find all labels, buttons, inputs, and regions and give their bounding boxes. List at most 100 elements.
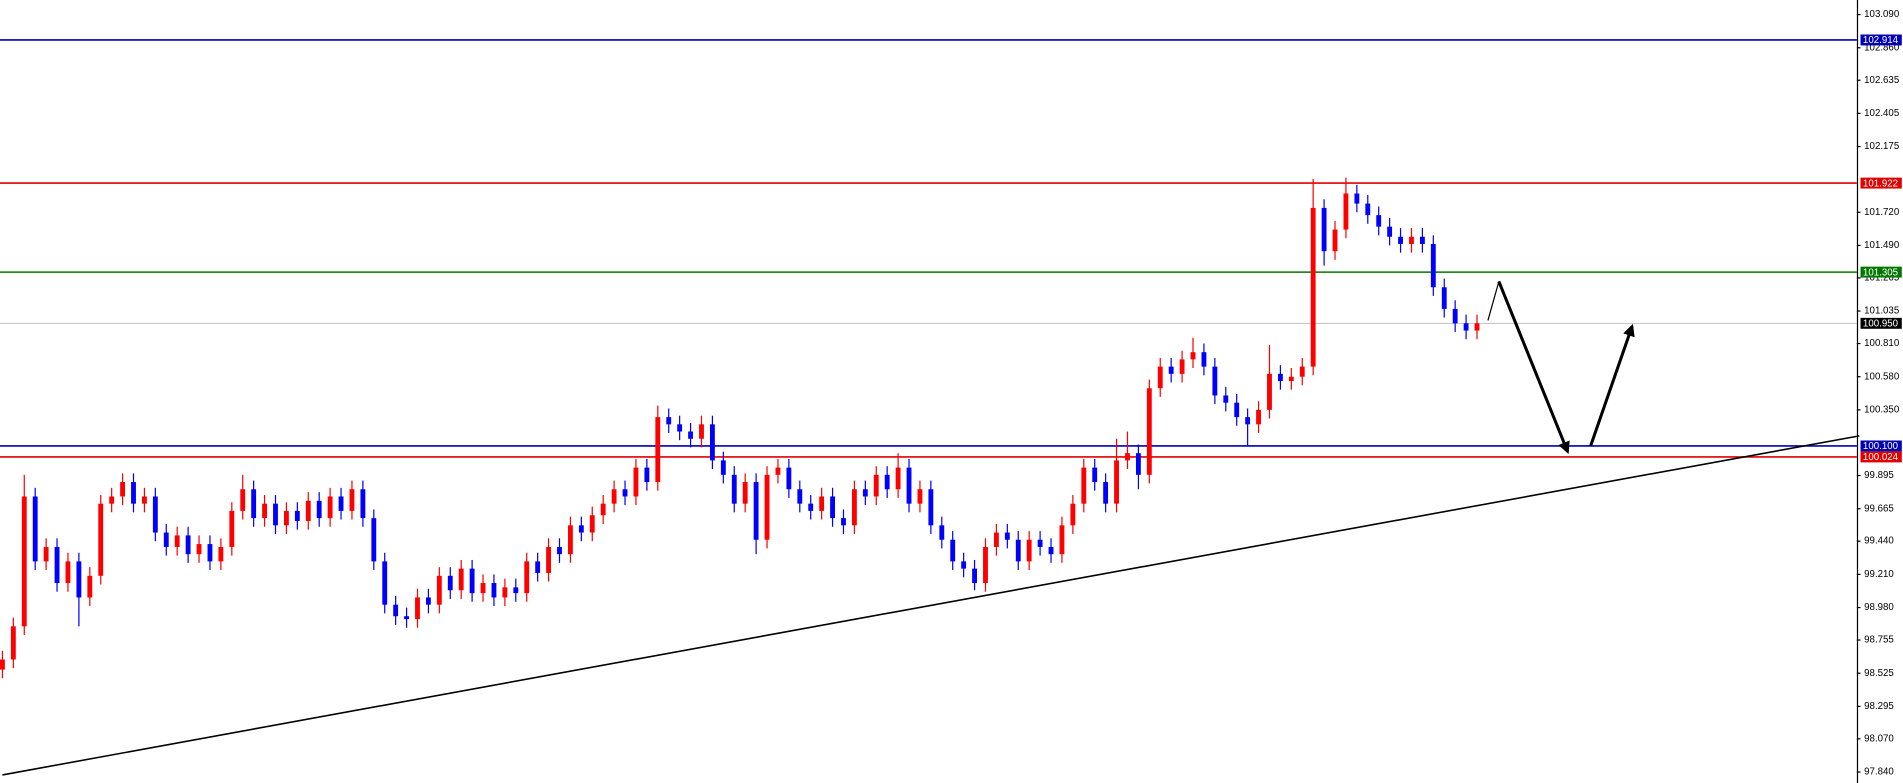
candle-body bbox=[873, 474, 879, 497]
candle-body bbox=[1059, 525, 1065, 555]
y-tick-label: 98.755 bbox=[1864, 635, 1894, 646]
forecast-arrow bbox=[1589, 323, 1635, 447]
candle-body bbox=[131, 482, 136, 504]
candle-body bbox=[884, 474, 890, 490]
candle-body bbox=[1146, 388, 1152, 475]
candle-body bbox=[447, 575, 453, 591]
candle-body bbox=[1135, 453, 1141, 475]
candle-body bbox=[1048, 546, 1054, 555]
candle-body bbox=[1452, 308, 1458, 324]
candle-body bbox=[76, 561, 82, 598]
candle-body bbox=[546, 546, 551, 573]
trendline bbox=[2, 435, 1860, 776]
candle-body bbox=[830, 496, 835, 519]
candle-body bbox=[1114, 460, 1119, 504]
candle-body bbox=[841, 518, 846, 526]
candle-body bbox=[32, 496, 38, 562]
candle-body bbox=[1168, 366, 1174, 374]
candle-body bbox=[371, 518, 377, 562]
level-label: 101.922 bbox=[1863, 178, 1898, 189]
candle-body bbox=[1015, 539, 1021, 562]
y-tick-label: 101.265 bbox=[1864, 272, 1899, 283]
candle-body bbox=[720, 460, 726, 475]
level-label: 100.024 bbox=[1863, 452, 1899, 463]
y-tick-label: 99.895 bbox=[1864, 470, 1894, 481]
y-tick-label: 101.490 bbox=[1864, 240, 1900, 251]
candle-body bbox=[1179, 359, 1185, 374]
candle-body bbox=[251, 489, 257, 519]
candle-body bbox=[21, 496, 27, 627]
y-tick-label: 98.070 bbox=[1864, 733, 1894, 744]
level-label: 101.305 bbox=[1863, 267, 1898, 278]
y-tick-label: 102.860 bbox=[1864, 42, 1900, 53]
candle-body bbox=[1310, 207, 1316, 367]
y-tick-label: 101.720 bbox=[1864, 207, 1900, 218]
candle-body bbox=[1474, 323, 1480, 331]
candle-body bbox=[622, 489, 628, 497]
candle-body bbox=[983, 546, 988, 584]
candle-body bbox=[1343, 193, 1349, 230]
candle-body bbox=[677, 424, 683, 432]
candle-body bbox=[1430, 243, 1436, 288]
candle-body bbox=[1245, 417, 1251, 425]
candle-body bbox=[1398, 236, 1403, 244]
candle-body bbox=[862, 489, 868, 497]
y-tick-label: 102.635 bbox=[1864, 75, 1899, 86]
candle-body bbox=[98, 503, 104, 576]
candle-body bbox=[1376, 215, 1382, 227]
candle-body bbox=[819, 496, 825, 511]
candle-body bbox=[1299, 366, 1305, 377]
candle-body bbox=[229, 510, 235, 547]
candle-body bbox=[688, 431, 693, 439]
candle-body bbox=[1419, 236, 1425, 244]
candle-body bbox=[600, 503, 606, 516]
candle-body bbox=[567, 525, 573, 555]
level-label-bg bbox=[1860, 177, 1902, 189]
y-tick-label: 98.980 bbox=[1864, 602, 1894, 613]
candle-body bbox=[141, 496, 147, 504]
candle-body bbox=[458, 568, 464, 591]
candle-body bbox=[338, 496, 344, 511]
candle-body bbox=[360, 489, 366, 519]
y-tick-label: 98.525 bbox=[1864, 668, 1894, 679]
candle-body bbox=[972, 568, 977, 584]
candle-body bbox=[1277, 373, 1283, 382]
candle-body bbox=[742, 482, 748, 504]
candle-body bbox=[1256, 409, 1261, 425]
candle-body bbox=[699, 424, 704, 439]
candle-body bbox=[524, 561, 530, 594]
candle-body bbox=[1026, 539, 1032, 562]
candle-body bbox=[1332, 229, 1338, 252]
level-label-bg bbox=[1860, 266, 1902, 278]
candle-body bbox=[1070, 503, 1076, 526]
candle-body bbox=[1354, 193, 1360, 204]
level-label-bg bbox=[1860, 34, 1902, 46]
candle-body bbox=[557, 546, 562, 555]
candle-body bbox=[993, 532, 999, 547]
forecast-arrow bbox=[1487, 281, 1500, 321]
level-label: 100.100 bbox=[1863, 441, 1899, 452]
candle-body bbox=[218, 546, 224, 562]
candle-body bbox=[120, 482, 126, 497]
candle-body bbox=[1288, 376, 1294, 382]
candle-body bbox=[1190, 352, 1196, 360]
candle-body bbox=[1201, 352, 1207, 367]
candle-body bbox=[174, 535, 180, 547]
candle-body bbox=[764, 474, 770, 540]
candle-body bbox=[939, 525, 945, 540]
candle-body bbox=[1037, 539, 1043, 547]
candle-body bbox=[43, 546, 49, 562]
y-tick-label: 99.440 bbox=[1864, 536, 1894, 547]
y-tick-label: 100.580 bbox=[1864, 371, 1900, 382]
candle-body bbox=[1103, 482, 1109, 504]
y-tick-label: 99.210 bbox=[1864, 569, 1894, 580]
y-tick-label: 101.035 bbox=[1864, 306, 1899, 317]
candle-body bbox=[316, 500, 322, 519]
candle-body bbox=[240, 489, 246, 511]
forecast-arrow bbox=[1497, 280, 1570, 454]
candle-body bbox=[1463, 323, 1469, 331]
candle-body bbox=[273, 503, 278, 526]
candle-body bbox=[305, 500, 311, 521]
candle-body bbox=[928, 489, 934, 526]
